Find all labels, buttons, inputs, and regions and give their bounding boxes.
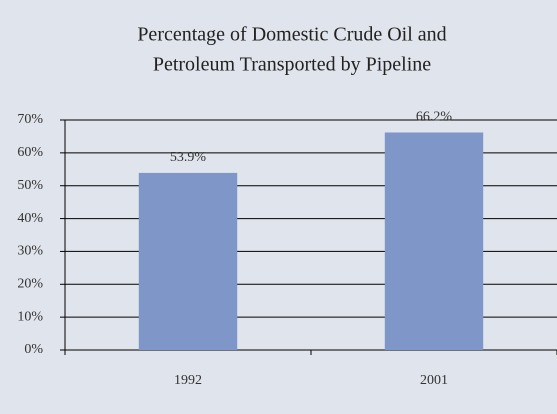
y-tick-label: 40%	[17, 211, 43, 226]
y-tick-label: 50%	[17, 178, 43, 193]
y-tick-label: 60%	[17, 145, 43, 160]
bar	[138, 172, 238, 350]
value-label: 66.2%	[416, 110, 453, 125]
y-tick-label: 20%	[17, 277, 43, 292]
y-tick-label: 30%	[17, 244, 43, 259]
x-tick-label: 2001	[420, 373, 448, 388]
y-tick-label: 0%	[24, 342, 43, 357]
bar	[384, 132, 484, 350]
chart-title: Percentage of Domestic Crude Oil and	[137, 24, 446, 46]
value-label: 53.9%	[170, 150, 207, 165]
y-tick-label: 10%	[17, 309, 43, 324]
chart-title: Petroleum Transported by Pipeline	[153, 54, 431, 76]
x-tick-label: 1992	[174, 373, 202, 388]
y-tick-label: 70%	[17, 112, 43, 127]
